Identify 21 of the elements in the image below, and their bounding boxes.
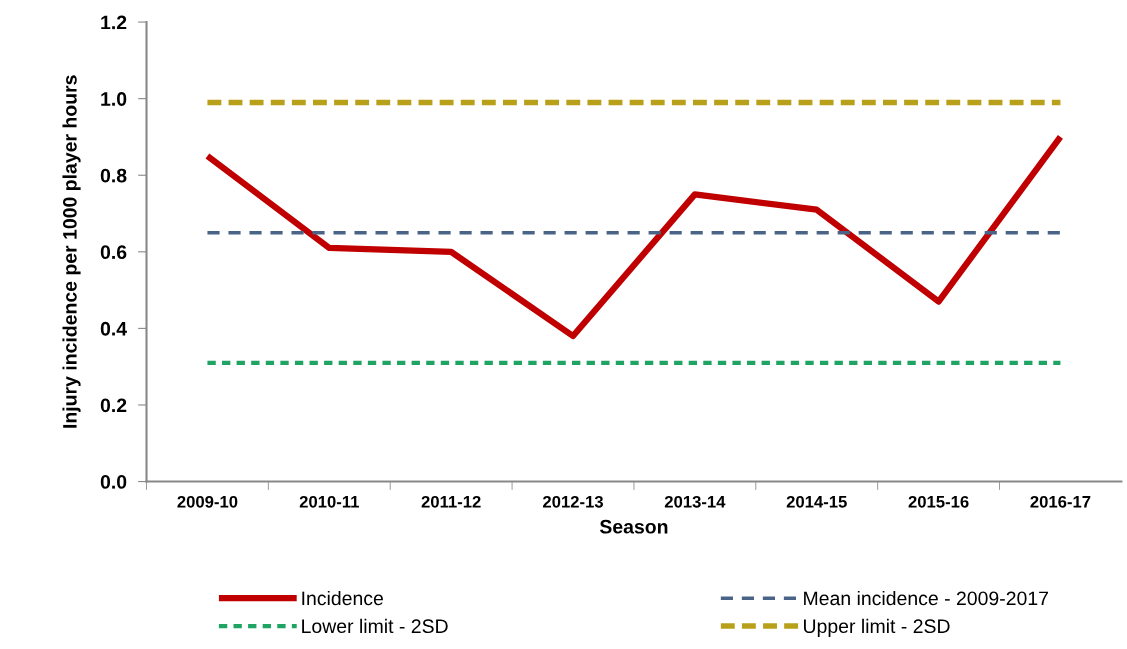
x-tick-label: 2010-11: [299, 495, 359, 508]
legend-label: Upper limit - 2SD: [804, 618, 950, 637]
legend-label: Incidence: [302, 590, 383, 606]
x-tick-label: 2009-10: [177, 495, 238, 508]
legend-label: Mean incidence - 2009-2017: [804, 590, 1048, 606]
y-tick-label: 1.0: [101, 92, 127, 106]
y-tick-label: 0.8: [100, 168, 127, 183]
legend-label: Lower limit - 2SD: [302, 618, 448, 634]
x-tick-label: 2013-14: [664, 495, 726, 508]
x-tick-label: 2015-16: [908, 495, 969, 508]
x-tick-label: 2014-15: [786, 495, 847, 508]
y-axis-title: Injury incidence per 1000 player hours: [62, 75, 81, 428]
x-axis-title: Season: [599, 519, 668, 534]
x-tick-label: 2016-17: [1030, 495, 1091, 508]
y-tick-label: 0.2: [100, 398, 127, 413]
y-tick-label: 0.6: [100, 245, 127, 260]
y-tick-label: 1.2: [101, 15, 127, 30]
y-tick-label: 0.0: [100, 475, 127, 489]
x-tick-label: 2012-13: [543, 495, 603, 508]
y-tick-label: 0.4: [100, 321, 127, 336]
x-tick-label: 2011-12: [421, 495, 481, 508]
